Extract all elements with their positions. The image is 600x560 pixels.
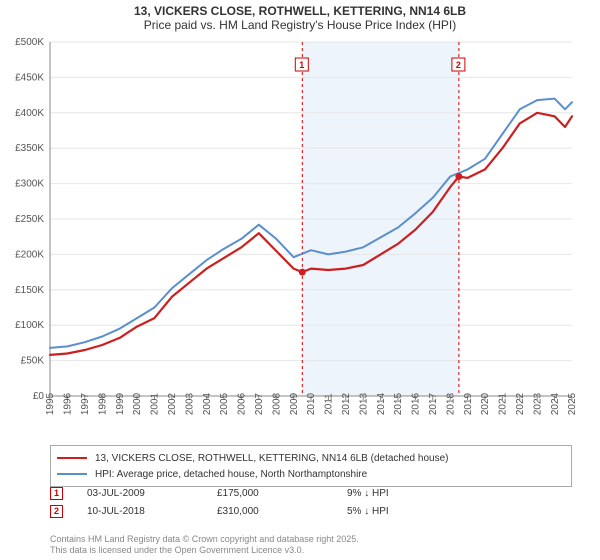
legend-swatch [57,457,87,459]
chart-title: 13, VICKERS CLOSE, ROTHWELL, KETTERING, … [0,0,600,34]
svg-text:2010: 2010 [306,392,317,415]
svg-text:2022: 2022 [515,392,526,415]
footer-attribution: Contains HM Land Registry data © Crown c… [50,534,359,557]
svg-text:2007: 2007 [254,392,265,415]
svg-text:2021: 2021 [498,392,509,415]
svg-text:1999: 1999 [115,392,126,415]
legend-label: 13, VICKERS CLOSE, ROTHWELL, KETTERING, … [95,453,448,464]
svg-text:£450K: £450K [15,72,44,83]
sale-price: £310,000 [217,506,347,517]
legend: 13, VICKERS CLOSE, ROTHWELL, KETTERING, … [50,445,572,487]
svg-text:2019: 2019 [463,392,474,415]
svg-text:2005: 2005 [219,392,230,415]
svg-text:2000: 2000 [132,392,143,415]
table-row: 1 03-JUL-2009 £175,000 9% ↓ HPI [50,484,572,502]
svg-text:2017: 2017 [428,392,439,415]
svg-text:2018: 2018 [445,392,456,415]
svg-text:1: 1 [299,60,304,70]
sale-diff: 5% ↓ HPI [347,506,572,517]
svg-text:2003: 2003 [184,392,195,415]
legend-item: 13, VICKERS CLOSE, ROTHWELL, KETTERING, … [57,450,565,466]
sale-diff: 9% ↓ HPI [347,488,572,499]
sales-table: 1 03-JUL-2009 £175,000 9% ↓ HPI 2 10-JUL… [50,484,572,520]
table-row: 2 10-JUL-2018 £310,000 5% ↓ HPI [50,502,572,520]
svg-text:1997: 1997 [80,392,91,415]
svg-text:£100K: £100K [15,320,44,331]
svg-text:2012: 2012 [341,392,352,415]
svg-text:£300K: £300K [15,179,44,190]
svg-text:2015: 2015 [393,392,404,415]
svg-text:£500K: £500K [15,37,44,48]
svg-text:2006: 2006 [237,392,248,415]
svg-text:2025: 2025 [567,392,578,415]
svg-text:2001: 2001 [150,392,161,415]
svg-text:2009: 2009 [289,392,300,415]
svg-text:2023: 2023 [532,392,543,415]
svg-text:2: 2 [456,60,461,70]
svg-text:2002: 2002 [167,392,178,415]
sale-marker-icon: 2 [50,505,63,518]
title-line2: Price paid vs. HM Land Registry's House … [0,18,600,32]
sale-date: 10-JUL-2018 [87,506,217,517]
sale-date: 03-JUL-2009 [87,488,217,499]
svg-text:2008: 2008 [271,392,282,415]
svg-text:2011: 2011 [324,393,335,415]
svg-text:2013: 2013 [358,392,369,415]
footer-line1: Contains HM Land Registry data © Crown c… [50,534,359,545]
legend-label: HPI: Average price, detached house, Nort… [95,469,367,480]
legend-swatch [57,473,87,475]
svg-text:2014: 2014 [376,392,387,415]
svg-text:£350K: £350K [15,143,44,154]
sale-marker-icon: 1 [50,487,63,500]
svg-text:£400K: £400K [15,108,44,119]
svg-text:£150K: £150K [15,285,44,296]
svg-text:£250K: £250K [15,214,44,225]
svg-text:£0: £0 [33,391,45,402]
svg-text:1996: 1996 [63,392,74,415]
svg-text:2004: 2004 [202,392,213,415]
sale-price: £175,000 [217,488,347,499]
title-line1: 13, VICKERS CLOSE, ROTHWELL, KETTERING, … [0,4,600,18]
svg-text:2020: 2020 [480,392,491,415]
svg-text:£50K: £50K [21,356,45,367]
svg-text:1995: 1995 [45,392,56,415]
svg-text:2016: 2016 [411,392,422,415]
legend-item: HPI: Average price, detached house, Nort… [57,466,565,482]
svg-text:£200K: £200K [15,249,44,260]
chart-area: £0 £50K £100K £150K £200K £250K £300K £350K £400… [0,36,600,436]
line-chart: £0 £50K £100K £150K £200K £250K £300K £350K £400… [0,36,600,436]
svg-text:2024: 2024 [550,392,561,415]
footer-line2: This data is licensed under the Open Gov… [50,545,359,556]
svg-text:1998: 1998 [97,392,108,415]
